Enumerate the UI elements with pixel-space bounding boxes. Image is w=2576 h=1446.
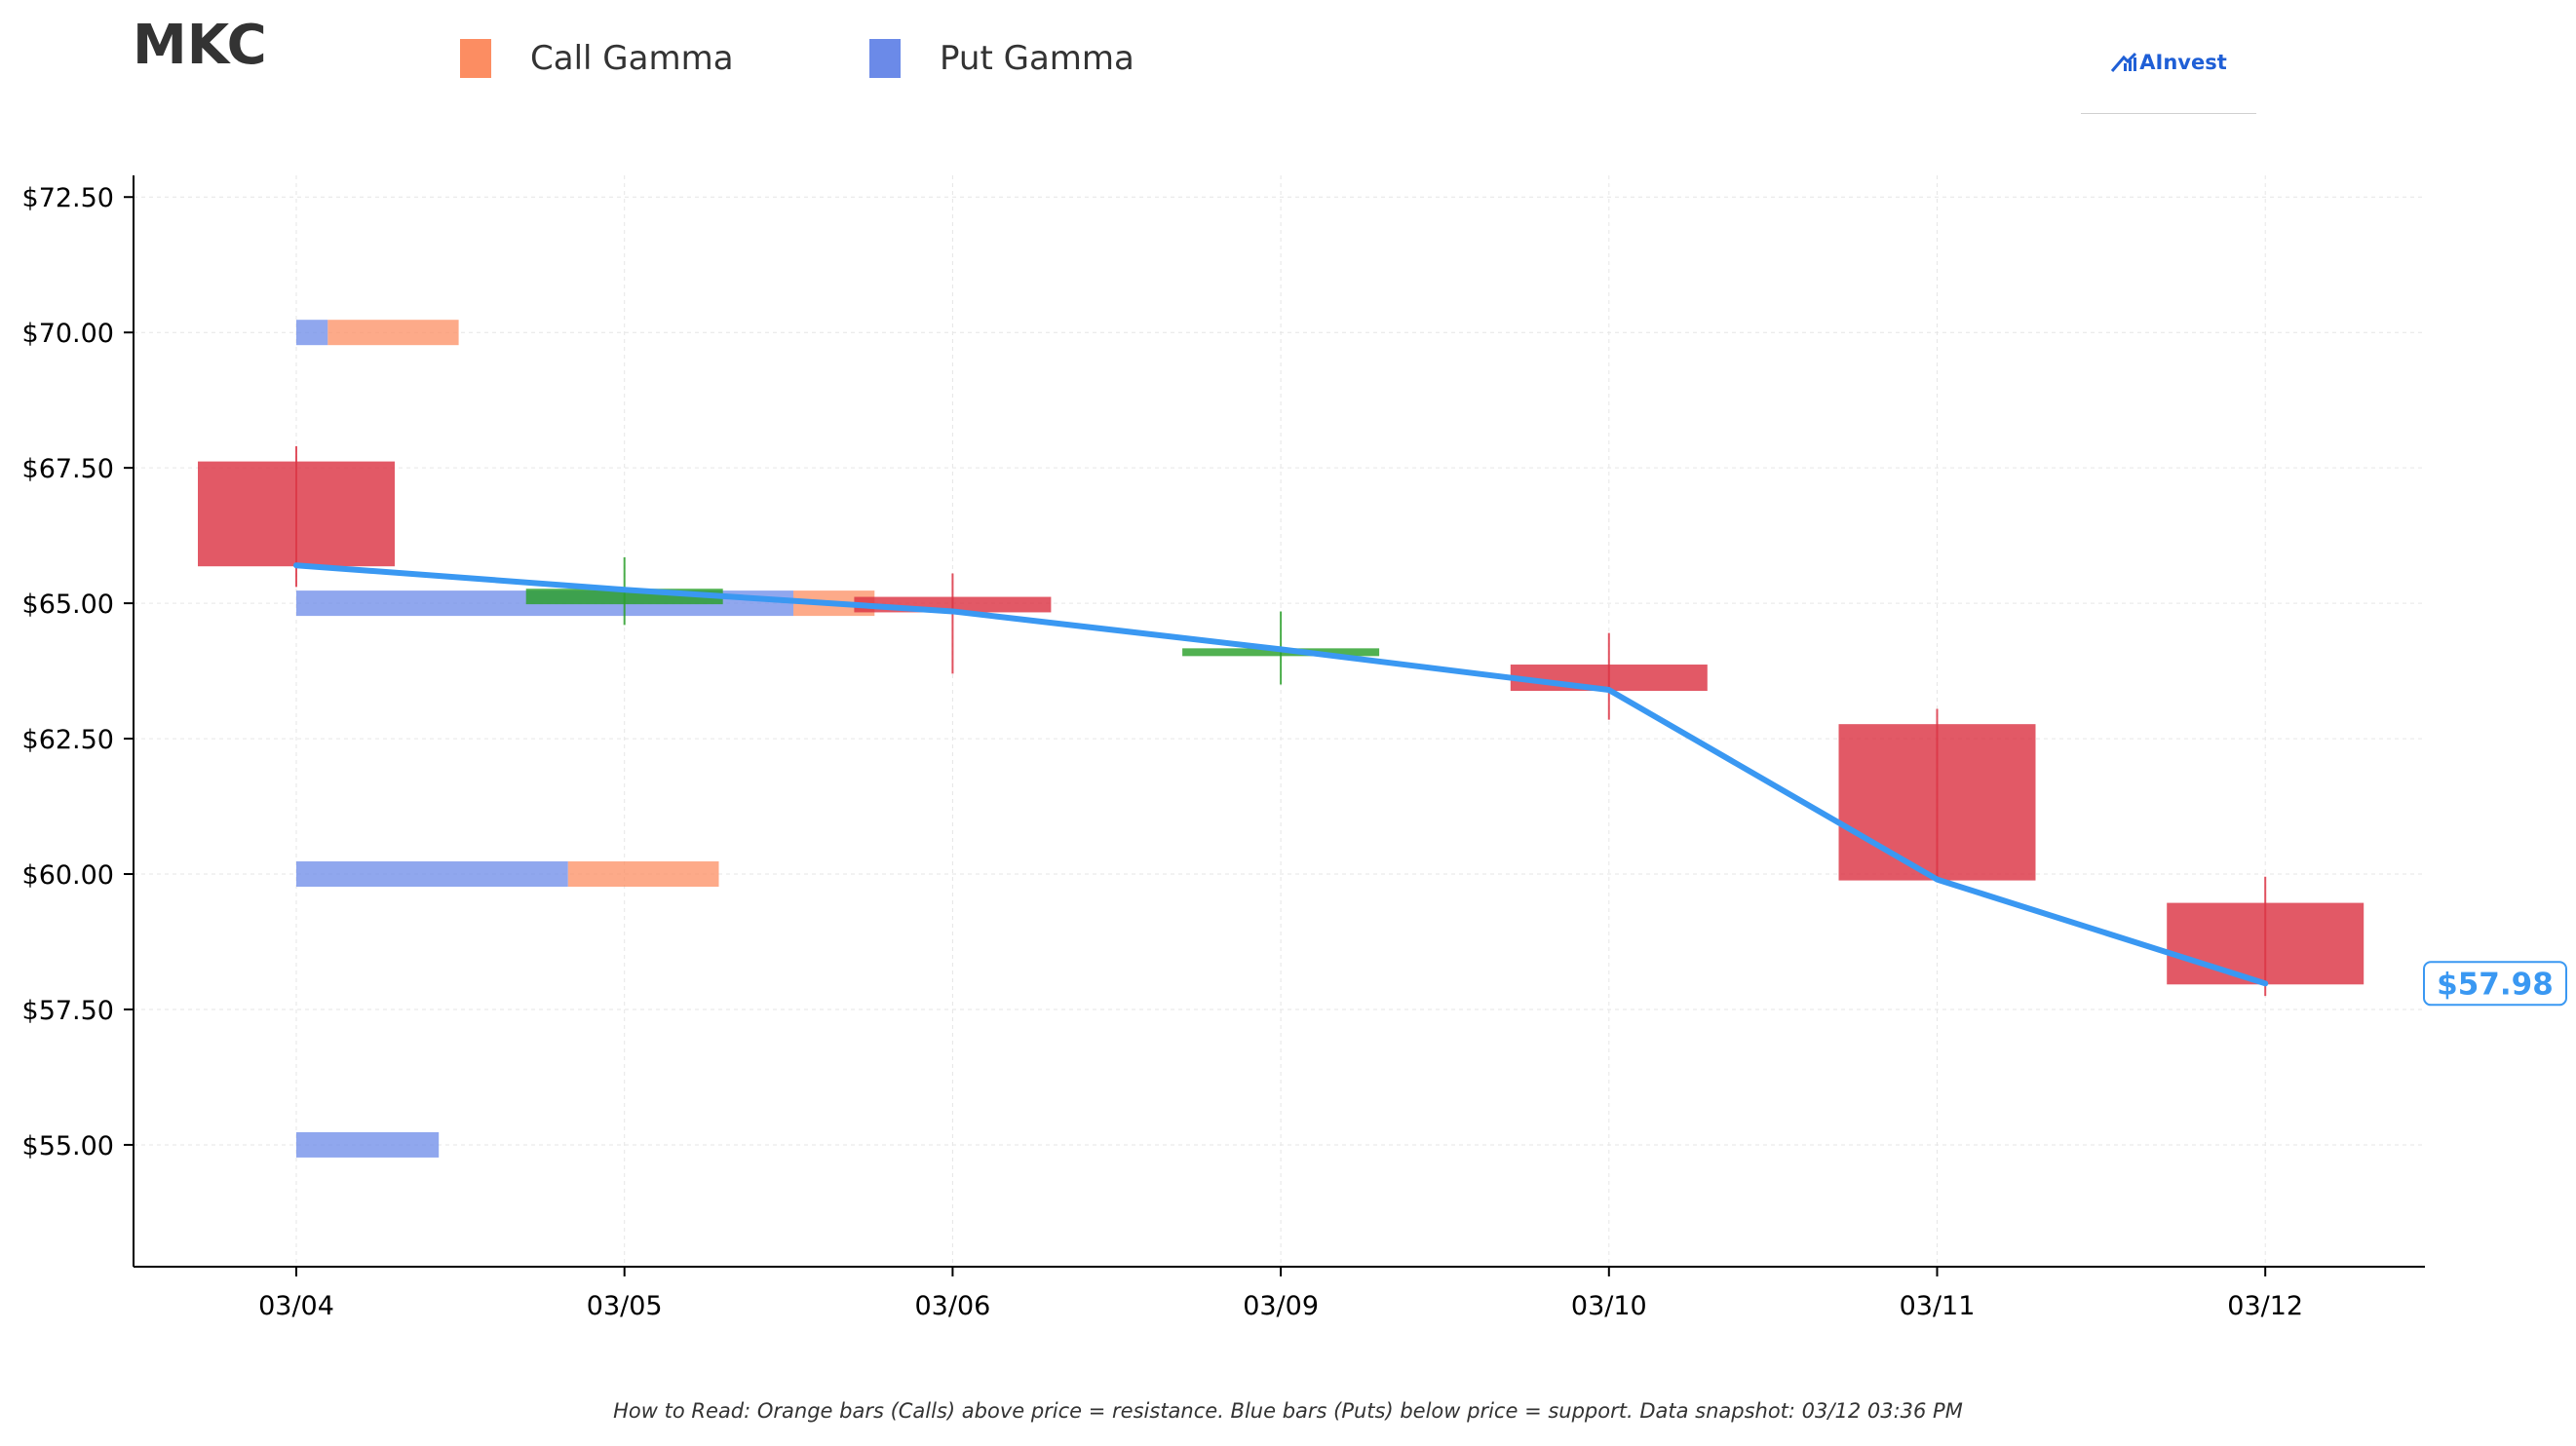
candle-body: [1838, 724, 2036, 881]
y-tick-label: $57.50: [22, 996, 114, 1026]
x-tick-label: 03/12: [2227, 1291, 2303, 1321]
y-tick-label: $55.00: [22, 1131, 114, 1161]
footer-note: How to Read: Orange bars (Calls) above p…: [613, 1399, 1963, 1423]
x-tick-label: 03/10: [1571, 1291, 1647, 1321]
call-gamma-bar: [567, 861, 719, 888]
put-gamma-legend-label: Put Gamma: [940, 39, 1134, 78]
y-tick-label: $65.00: [22, 590, 114, 620]
ticker-title: MKC: [133, 14, 267, 77]
candle-body: [1510, 665, 1708, 692]
y-tick-label: $70.00: [22, 319, 114, 349]
ainvest-logo-icon: [2111, 52, 2137, 72]
y-tick-label: $62.50: [22, 725, 114, 755]
legend-put-gamma: Put Gamma: [869, 37, 1134, 80]
x-tick-label: 03/11: [1900, 1291, 1976, 1321]
x-tick-label: 03/05: [587, 1291, 663, 1321]
call-gamma-bar: [327, 320, 459, 346]
y-tick-label: $67.50: [22, 454, 114, 484]
call-gamma-legend-label: Call Gamma: [530, 39, 734, 78]
x-tick-label: 03/06: [914, 1291, 990, 1321]
x-tick-label: 03/09: [1243, 1291, 1319, 1321]
brand-name: AInvest: [2139, 51, 2227, 74]
put-gamma-bar: [296, 861, 568, 888]
y-tick-label: $72.50: [22, 183, 114, 213]
put-gamma-swatch: [869, 39, 901, 78]
legend-call-gamma: Call Gamma: [460, 37, 734, 80]
last-price-badge: [2423, 961, 2567, 1007]
y-tick-label: $60.00: [22, 860, 114, 891]
chart-plot: $55.00 $57.50 $60.00 $62.50 $65.00 $67.50 $70.…: [22, 175, 2567, 1321]
candle-body: [198, 461, 395, 567]
x-tick-label: 03/04: [258, 1291, 334, 1321]
put-gamma-bar: [296, 320, 328, 346]
brand-logo: AInvest: [2081, 39, 2256, 114]
price-line: [293, 562, 2269, 987]
last-price-label: $57.98: [2437, 967, 2554, 1002]
call-gamma-swatch: [460, 39, 491, 78]
candle-body: [2167, 902, 2365, 985]
put-gamma-bar: [296, 1131, 440, 1158]
